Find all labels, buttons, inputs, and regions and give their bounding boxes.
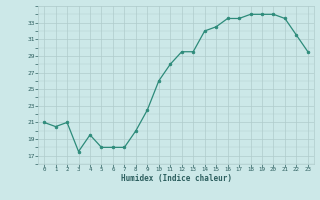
X-axis label: Humidex (Indice chaleur): Humidex (Indice chaleur) [121, 174, 231, 183]
